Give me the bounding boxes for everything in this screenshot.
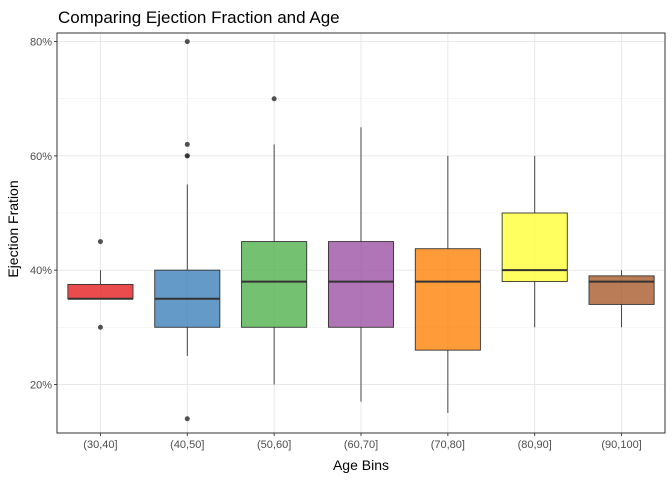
outlier-point [97,324,103,330]
box [241,241,308,328]
outlier-point [271,96,277,102]
plot-area: 20% 40% 60% 80% (30,40] (40,50] (50,60] (60,70]… [30,32,666,451]
x-tick-label: (30,40] [83,439,117,451]
x-axis-title: Age Bins [333,457,389,473]
box [588,275,655,305]
y-tick-label: 40% [30,265,52,277]
box [501,212,568,283]
box [414,248,481,351]
box [327,241,395,328]
outlier-point [184,416,190,422]
box [67,283,134,300]
y-tick-label: 60% [30,151,52,163]
x-tick-label: (90,100] [601,439,641,451]
outlier-point [184,39,190,45]
chart-title: Comparing Ejection Fraction and Age [58,8,340,27]
outlier-point [97,239,103,245]
y-tick-label: 80% [30,37,52,49]
outlier-point [184,141,190,147]
y-axis-title: Ejection Fration [5,180,21,277]
x-tick-label: (50,60] [257,439,291,451]
outlier-point [184,153,190,159]
x-tick-label: (40,50] [170,439,204,451]
y-tick-label: 20% [30,379,52,391]
plot-border [56,32,666,434]
x-tick-label: (70,80] [431,439,465,451]
x-tick-label: (80,90] [518,439,552,451]
x-tick-label: (60,70] [344,439,378,451]
